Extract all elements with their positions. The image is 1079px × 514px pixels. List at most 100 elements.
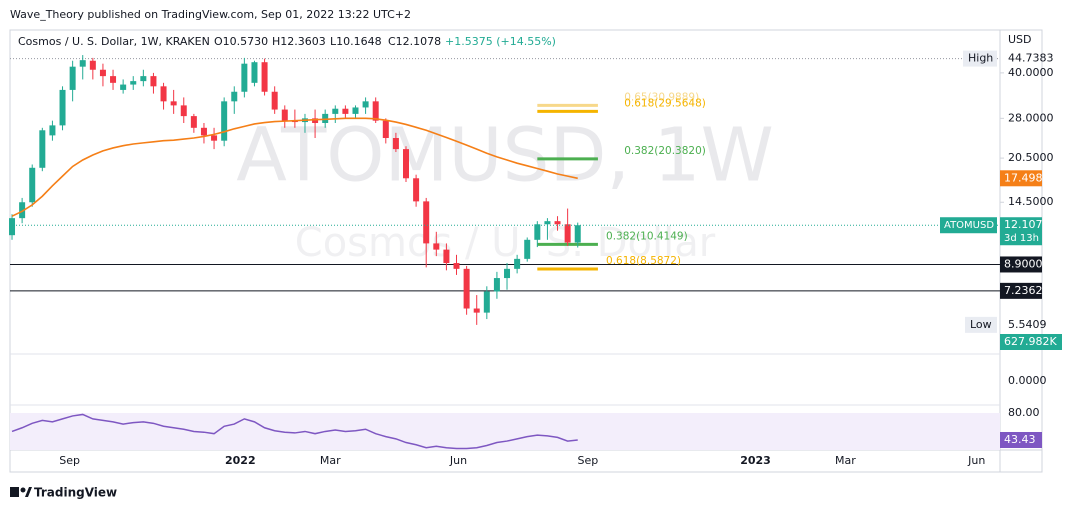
candle-body <box>29 167 36 203</box>
fib-label: 0.382(10.4149) <box>606 230 688 242</box>
candle-body <box>463 268 470 309</box>
ma-badge-bg <box>1000 170 1042 187</box>
candle-body <box>200 127 207 136</box>
candle-body <box>574 225 581 243</box>
candle-body <box>342 108 349 114</box>
candle-body <box>544 221 551 225</box>
candle-body <box>271 91 278 110</box>
candle-body <box>443 249 450 264</box>
high-tag-bg <box>963 50 997 67</box>
ohlc-open: O10.5730 <box>214 35 268 48</box>
rsi-badge-bg <box>1000 432 1042 449</box>
candle-body <box>231 91 238 102</box>
ma-label: 17.4982 <box>1004 171 1050 184</box>
y-tick-label: 14.5000 <box>1008 195 1054 208</box>
candle-body <box>312 118 319 123</box>
fib-label: 0.618(8.5872) <box>606 255 681 267</box>
y-tick-label: 40.0000 <box>1008 66 1054 79</box>
ohlc-high: H12.3603 <box>272 35 326 48</box>
candle-body <box>564 224 571 243</box>
candle-body <box>534 224 541 240</box>
ohlc-low: L10.1648 <box>330 35 382 48</box>
candle-body <box>251 62 258 83</box>
rsi-tick-label: 80.00 <box>1008 406 1040 419</box>
candle-body <box>392 138 399 150</box>
symbol-tag-bg <box>940 217 997 234</box>
candle-body <box>413 178 420 202</box>
candle-body <box>322 113 329 123</box>
candle-body <box>261 62 268 92</box>
macd-label: 0.0000 <box>1008 374 1047 387</box>
candle-body <box>160 86 167 102</box>
candle-body <box>150 76 157 87</box>
candle-body <box>9 218 16 236</box>
candle-body <box>140 76 147 82</box>
y-tick-label: 28.0000 <box>1008 111 1054 124</box>
ohlc-close: C12.1078 <box>388 35 441 48</box>
candle-body <box>423 201 430 244</box>
candle-body <box>170 101 177 106</box>
candle-body <box>19 202 26 219</box>
change: +1.5375 (+14.55%) <box>445 35 556 48</box>
symbol-title: Cosmos / U. S. Dollar, 1W, KRAKEN <box>18 35 210 48</box>
high-value: 44.7383 <box>1008 52 1054 65</box>
candle-body <box>89 60 96 70</box>
candle-body <box>504 268 511 279</box>
candle-body <box>39 130 46 168</box>
level-badge: 8.9000 <box>1004 257 1043 270</box>
candle-body <box>211 135 218 141</box>
level-badge-bg <box>1000 256 1042 273</box>
x-tick-label: Jun <box>967 454 985 467</box>
candle-body <box>554 221 561 225</box>
candle-body <box>493 278 500 292</box>
candle-body <box>403 149 409 179</box>
publisher: Wave_Theory published on TradingView.com… <box>10 8 411 21</box>
candle-body <box>59 89 66 126</box>
x-tick-label: 2023 <box>740 454 771 467</box>
candle-body <box>372 101 379 121</box>
candle-body <box>352 107 359 114</box>
y-tick-label: 20.5000 <box>1008 151 1054 164</box>
candle-body <box>221 101 228 141</box>
level-badge: 7.2362 <box>1004 284 1043 297</box>
rsi-line <box>11 413 578 450</box>
candle-body <box>180 105 187 117</box>
candle-body <box>99 69 106 77</box>
rsi-band <box>10 412 1000 450</box>
candle-body <box>241 63 248 92</box>
candle-body <box>433 243 440 250</box>
volume-badge-bg <box>1000 334 1062 350</box>
low-tag-bg <box>965 316 997 333</box>
candle-body <box>79 60 86 67</box>
candle-body <box>69 66 76 90</box>
candle-body <box>190 116 197 128</box>
candle-body <box>524 239 531 259</box>
high-tag: High <box>968 52 993 65</box>
last-price-bg <box>1000 217 1042 246</box>
candle-body <box>514 258 521 269</box>
candle-body <box>332 108 339 114</box>
x-tick-label: 2022 <box>225 454 256 467</box>
candle-body <box>49 125 56 136</box>
fib-label: 0.382(20.3820) <box>624 145 706 157</box>
candle-body <box>382 120 389 139</box>
volume-label: 627.982K <box>1004 335 1057 348</box>
candle-body <box>473 308 480 313</box>
candle-body <box>362 101 369 108</box>
level-badge-bg <box>1000 282 1042 299</box>
x-tick-label: Mar <box>320 454 341 467</box>
frame <box>9 29 1043 473</box>
candle-body <box>130 81 137 85</box>
footer-brand: TradingView <box>34 486 117 500</box>
logo <box>10 487 32 497</box>
x-tick-label: Sep <box>59 454 80 467</box>
last-price: 12.1078 <box>1004 218 1050 231</box>
fib-label: 0.65(30.9889) <box>624 91 699 103</box>
x-tick-label: Jun <box>449 454 467 467</box>
rsi-label: 43.43 <box>1004 433 1036 446</box>
moving-average <box>11 117 578 217</box>
x-tick-label: Sep <box>577 454 598 467</box>
candle-body <box>453 263 460 269</box>
candle-body <box>483 291 490 313</box>
